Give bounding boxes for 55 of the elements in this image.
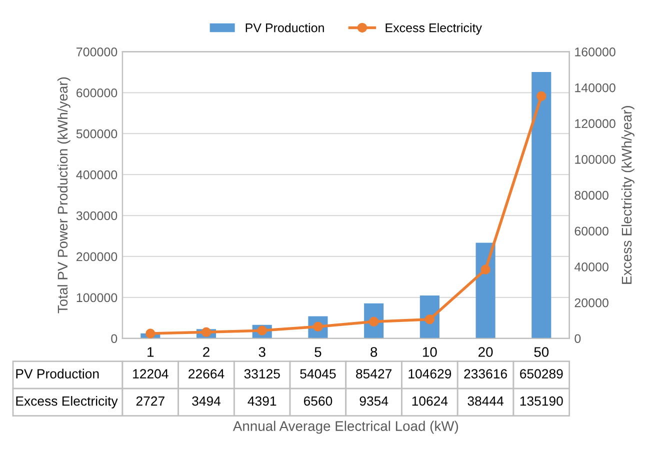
- legend-label: PV Production: [246, 23, 324, 32]
- x-tick-label: 1: [148, 347, 154, 357]
- point: [480, 264, 490, 274]
- data-label: 2727: [136, 396, 164, 406]
- y2-tick-label: 120000: [575, 119, 616, 128]
- y2-tick-label: 40000: [574, 262, 608, 272]
- data-label: 3494: [192, 396, 221, 406]
- y2-tick-label: 60000: [574, 226, 608, 236]
- x-tick-label: 3: [258, 347, 266, 357]
- x-tick-label: 10: [423, 347, 437, 357]
- data-label: 85427: [356, 369, 392, 378]
- data-label: 10624: [412, 396, 448, 406]
- data-label: 233616: [464, 369, 507, 378]
- y-tick-label: 700000: [76, 48, 118, 56]
- x-tick-label: 8: [370, 347, 378, 357]
- y2-axis-title: Excess Electricity (kWh/year): [621, 106, 634, 284]
- data-label: 650289: [520, 369, 563, 378]
- y2-tick-label: 100000: [575, 155, 616, 164]
- point: [201, 327, 212, 337]
- data-label: 33125: [244, 369, 280, 378]
- point: [146, 328, 156, 338]
- y-axis-title: Total PV Power Production (kWh/year): [57, 77, 70, 314]
- y2-tick-label: 80000: [574, 190, 608, 200]
- y-tick-label: 100000: [76, 293, 118, 302]
- data-label: 6560: [304, 396, 332, 406]
- x-tick-label: 20: [478, 347, 493, 357]
- legend-label: Excess Electricity: [386, 23, 482, 35]
- x-tick-label: 5: [314, 347, 322, 357]
- data-label: 9354: [360, 396, 388, 406]
- x-tick-label: 2: [203, 347, 210, 357]
- x-axis-title: Annual Average Electrical Load (kW): [232, 420, 458, 434]
- y-tick-label: 300000: [76, 211, 118, 220]
- y-tick-label: 200000: [76, 252, 118, 262]
- data-label: 4391: [248, 396, 276, 406]
- x-tick-label: 50: [534, 347, 549, 357]
- data-label: 22664: [188, 369, 224, 378]
- y-tick-label: 500000: [76, 129, 118, 138]
- y2-tick-label: 0: [574, 334, 581, 344]
- bar: [476, 242, 496, 338]
- data-label: 104629: [408, 369, 452, 378]
- text: PV Production: [16, 368, 99, 378]
- bar: [532, 72, 552, 338]
- y2-tick-label: 140000: [575, 83, 616, 92]
- y-tick-label: 400000: [76, 170, 118, 180]
- data-label: 54045: [300, 369, 336, 378]
- data-label: 12204: [133, 369, 168, 378]
- data-label: 38444: [468, 396, 504, 406]
- y-tick-label: 600000: [76, 88, 118, 98]
- y-tick-label: 0: [111, 334, 118, 344]
- text: Excess Electricity: [16, 396, 118, 408]
- point: [424, 314, 435, 324]
- y2-tick-label: 20000: [574, 298, 608, 308]
- y2-tick-label: 160000: [575, 48, 616, 56]
- data-label: 135190: [520, 396, 563, 406]
- point: [536, 91, 546, 102]
